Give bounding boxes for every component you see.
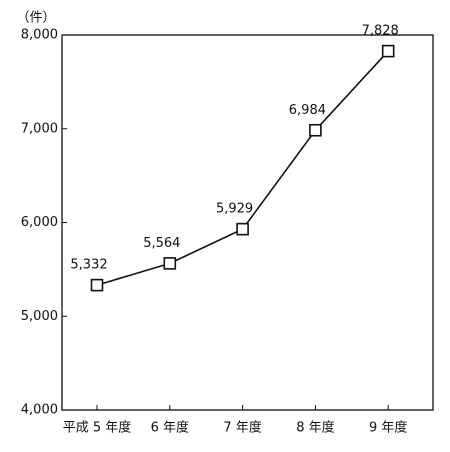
- x-tick-label: 6 年度: [151, 420, 189, 436]
- y-tick-label: 7,000: [21, 121, 58, 136]
- y-axis-label: （件）: [16, 11, 55, 26]
- marker: [236, 222, 249, 236]
- marker: [90, 278, 104, 292]
- marker: [381, 44, 395, 58]
- value-label: 5,564: [143, 236, 180, 251]
- y-tick-label: 4,000: [21, 403, 58, 418]
- x-tick-label: 7 年度: [223, 420, 261, 436]
- line: [96, 50, 389, 286]
- marker: [309, 123, 322, 137]
- x-tick-label: 平成 5 年度: [63, 420, 132, 436]
- x-tick-label: 8 年度: [296, 420, 334, 436]
- y-tick-label: 6,000: [21, 215, 58, 230]
- value-label: 6,984: [289, 103, 326, 118]
- value-label: 5,929: [216, 202, 253, 217]
- x-tick-label: 9 年度: [369, 420, 407, 436]
- value-label: 5,332: [70, 258, 107, 273]
- y-tick-label: 5,000: [21, 309, 58, 324]
- marker: [163, 257, 177, 270]
- value-label: 7,828: [362, 24, 399, 39]
- y-tick-label: 8,000: [21, 28, 58, 43]
